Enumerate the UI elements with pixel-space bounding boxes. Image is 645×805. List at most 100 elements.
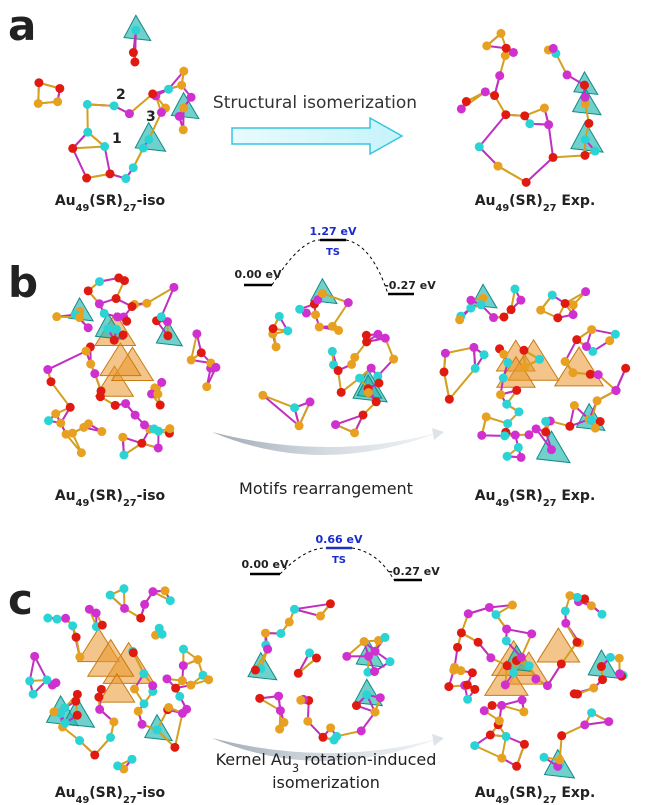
atom [139,669,148,678]
atom [129,48,138,57]
swoosh-head [432,428,444,440]
atom [290,403,299,412]
atom [502,636,511,645]
cluster [43,273,220,459]
atom [148,587,157,596]
atom [83,100,92,109]
atom [444,682,453,691]
bond [549,125,553,158]
atom [122,317,131,326]
atom [53,97,62,106]
atom [326,599,335,608]
atom [261,629,270,638]
atom [549,44,558,53]
subscript: 27 [123,498,137,509]
atom [179,645,188,654]
bond [73,148,87,178]
cluster [258,279,398,438]
atom [611,330,620,339]
atom [463,695,472,704]
panel-label: b [8,258,38,307]
atom [535,355,544,364]
atom [362,690,371,699]
atom [128,302,137,311]
text-part: Kernel Au [216,750,292,769]
atom [318,289,327,298]
atom [490,91,499,100]
energy-end: -0.27 eV [388,565,440,578]
atom [561,606,570,615]
caption: Motifs rearrangement [239,479,413,498]
atom [140,420,149,429]
atom [51,678,60,687]
atom [73,690,82,699]
atom [503,452,512,461]
atom [193,655,202,664]
atom [177,81,186,90]
atom [342,652,351,661]
caption: isomerization [272,773,380,792]
atom [480,350,489,359]
atom [53,615,62,624]
atom [441,349,450,358]
atom [594,370,603,379]
atom [46,377,55,386]
atom [591,424,600,433]
atom [330,735,339,744]
atom [312,654,321,663]
energy-end: -0.27 eV [384,279,436,292]
bond [449,368,475,399]
atom [491,610,500,619]
atom [488,701,497,710]
atom [539,753,548,762]
atom [72,633,81,642]
atom [501,110,510,119]
bond [553,155,585,157]
atom [589,683,598,692]
atom [503,419,512,428]
atom [113,761,122,770]
atom [192,329,201,338]
atom [75,652,84,661]
atom [95,705,104,714]
text-part: Au [55,488,76,504]
atom [316,612,325,621]
atom [493,162,502,171]
caption: Au49(SR)27-iso [55,785,166,805]
text-part: Motifs rearrangement [239,479,413,498]
atom [110,336,119,345]
atom [162,674,171,683]
atom [175,112,184,121]
bond [48,351,86,369]
bond [498,166,526,182]
atom [503,358,512,367]
atom [525,661,534,670]
text-part: -iso [137,785,166,801]
atom [109,717,118,726]
atom [350,428,359,437]
atom [169,283,178,292]
atom [258,391,267,400]
text-part: isomerization [272,773,380,792]
atom [469,343,478,352]
atom [475,142,484,151]
panel-label: a [8,1,36,50]
energy-ts: 1.27 eV [310,225,357,238]
atom [106,733,115,742]
atom [148,681,157,690]
text-part: Au [55,785,76,801]
atom [512,386,521,395]
atom [389,355,398,364]
cluster [248,599,395,744]
atom [255,694,264,703]
energy-start: 0.00 eV [235,268,282,281]
atom [591,147,600,156]
atom [130,57,139,66]
atom [495,71,504,80]
atom [43,614,52,623]
atom [178,709,187,718]
atom [364,652,373,661]
atom [621,364,630,373]
atom [531,674,540,683]
atom [97,685,106,694]
